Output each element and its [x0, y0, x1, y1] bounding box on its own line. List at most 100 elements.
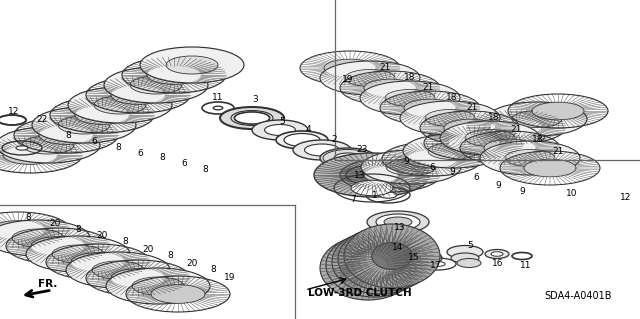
Ellipse shape	[320, 236, 416, 300]
Text: 20: 20	[49, 219, 61, 228]
Ellipse shape	[220, 107, 284, 129]
Ellipse shape	[524, 159, 576, 177]
Text: 9: 9	[519, 188, 525, 197]
Ellipse shape	[403, 134, 503, 168]
Ellipse shape	[364, 166, 416, 184]
Ellipse shape	[0, 127, 100, 163]
Ellipse shape	[264, 124, 296, 136]
Ellipse shape	[480, 141, 580, 175]
Text: 2: 2	[331, 136, 337, 145]
Text: 6: 6	[473, 174, 479, 182]
Ellipse shape	[385, 90, 435, 107]
Text: 1: 1	[372, 190, 378, 199]
Ellipse shape	[252, 120, 308, 140]
Text: 10: 10	[566, 189, 578, 198]
Text: 6: 6	[181, 160, 187, 168]
Ellipse shape	[314, 153, 430, 197]
Text: 22: 22	[36, 115, 47, 124]
Text: 9: 9	[403, 158, 409, 167]
Text: 20: 20	[96, 232, 108, 241]
Ellipse shape	[360, 249, 400, 275]
Ellipse shape	[334, 153, 362, 163]
Ellipse shape	[92, 261, 144, 279]
Text: LOW-3RD CLUTCH: LOW-3RD CLUTCH	[308, 288, 412, 298]
Ellipse shape	[451, 253, 479, 263]
Text: 8: 8	[115, 143, 121, 152]
Text: 9: 9	[495, 181, 501, 189]
Ellipse shape	[532, 102, 584, 120]
Text: 21: 21	[510, 125, 522, 135]
Ellipse shape	[470, 127, 520, 144]
Text: 13: 13	[394, 224, 406, 233]
Text: 18: 18	[488, 114, 500, 122]
Ellipse shape	[360, 81, 460, 115]
Ellipse shape	[448, 134, 500, 152]
Text: 6: 6	[91, 137, 97, 146]
Ellipse shape	[465, 130, 515, 146]
Ellipse shape	[367, 211, 429, 233]
Ellipse shape	[31, 237, 85, 256]
Ellipse shape	[234, 112, 269, 124]
Ellipse shape	[505, 150, 555, 167]
Ellipse shape	[39, 126, 93, 145]
Text: 18: 18	[446, 93, 458, 102]
Ellipse shape	[276, 131, 328, 149]
Ellipse shape	[457, 258, 481, 268]
Ellipse shape	[94, 96, 146, 114]
Ellipse shape	[66, 252, 170, 288]
Ellipse shape	[410, 254, 430, 262]
Text: 8: 8	[25, 213, 31, 222]
Ellipse shape	[326, 233, 422, 297]
Ellipse shape	[111, 85, 165, 104]
Text: 18: 18	[532, 136, 544, 145]
Ellipse shape	[132, 277, 184, 295]
Ellipse shape	[372, 242, 412, 270]
Ellipse shape	[111, 269, 165, 287]
Text: 8: 8	[122, 238, 128, 247]
Text: 5: 5	[279, 117, 285, 127]
Text: 8: 8	[202, 166, 208, 174]
Text: 8: 8	[65, 131, 71, 140]
Ellipse shape	[491, 252, 503, 256]
Text: 19: 19	[224, 272, 236, 281]
Ellipse shape	[346, 165, 398, 185]
Text: 8: 8	[159, 153, 165, 162]
Text: 16: 16	[492, 259, 504, 269]
Ellipse shape	[406, 150, 458, 168]
Ellipse shape	[68, 87, 172, 123]
Ellipse shape	[361, 150, 461, 184]
Ellipse shape	[425, 109, 475, 127]
Ellipse shape	[32, 107, 136, 143]
Ellipse shape	[71, 253, 125, 271]
Text: SDA4-A0401B: SDA4-A0401B	[544, 291, 612, 301]
Ellipse shape	[26, 236, 130, 272]
Text: 14: 14	[392, 243, 404, 253]
Ellipse shape	[293, 140, 351, 160]
Ellipse shape	[431, 262, 445, 266]
Text: 11: 11	[212, 93, 224, 101]
Ellipse shape	[324, 59, 376, 77]
Ellipse shape	[166, 56, 218, 74]
Ellipse shape	[487, 102, 587, 136]
Ellipse shape	[351, 180, 393, 196]
Ellipse shape	[379, 192, 397, 198]
Text: 21: 21	[422, 84, 434, 93]
Ellipse shape	[386, 159, 436, 175]
Ellipse shape	[22, 136, 74, 154]
Ellipse shape	[344, 224, 440, 288]
Text: 3: 3	[252, 95, 258, 105]
Ellipse shape	[484, 139, 536, 157]
Text: 8: 8	[75, 226, 81, 234]
Ellipse shape	[320, 61, 420, 95]
Text: 4: 4	[305, 125, 311, 135]
Ellipse shape	[0, 220, 90, 256]
Ellipse shape	[384, 217, 412, 227]
Text: 5: 5	[467, 241, 473, 250]
Ellipse shape	[485, 249, 509, 258]
Ellipse shape	[400, 101, 500, 135]
Ellipse shape	[354, 252, 394, 278]
Ellipse shape	[151, 285, 205, 303]
Ellipse shape	[345, 70, 395, 86]
Ellipse shape	[428, 143, 478, 160]
Ellipse shape	[52, 245, 104, 263]
